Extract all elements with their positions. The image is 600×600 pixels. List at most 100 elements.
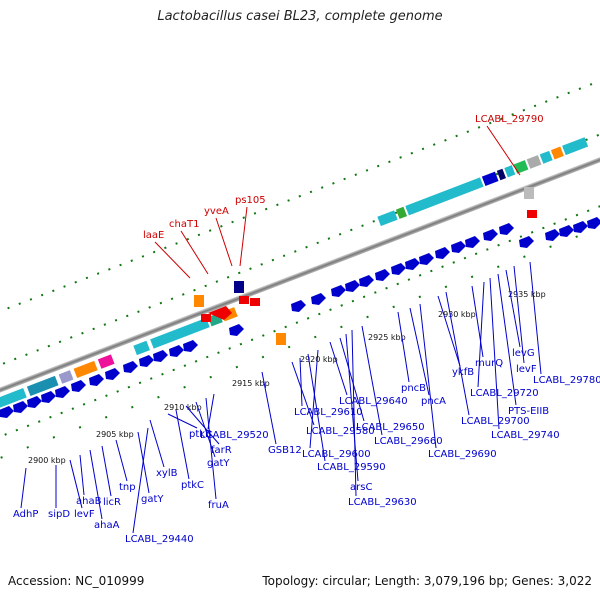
- gene-arrow-red[interactable]: [527, 210, 537, 218]
- gene-arrow[interactable]: [331, 285, 346, 297]
- gene-arrow[interactable]: [27, 396, 42, 408]
- gene-arrow-red[interactable]: [201, 314, 211, 322]
- gene-arrow-red[interactable]: [208, 306, 232, 320]
- gene-label: LCABL_29440: [125, 534, 194, 545]
- gene-arrow[interactable]: [435, 247, 450, 259]
- gene-arrow[interactable]: [375, 269, 390, 281]
- gene-label: LCABL_29610: [294, 407, 363, 418]
- gene-marker[interactable]: [234, 281, 244, 293]
- gene-label: murQ: [475, 358, 503, 369]
- gene-arrow-red[interactable]: [239, 296, 249, 304]
- gene-label: LCABL_29780: [533, 375, 600, 386]
- gene-label: LCABL_29600: [302, 449, 371, 460]
- scale-ticks: 2900 kbp 2905 kbp 2910 kbp 2915 kbp 2920 kbp…: [28, 290, 546, 465]
- gene-block[interactable]: [0, 388, 27, 412]
- gene-arrow-red[interactable]: [250, 298, 260, 306]
- gene-arrow[interactable]: [229, 324, 244, 336]
- gene-label: LCABL_29630: [348, 497, 417, 508]
- gene-label: pncA: [421, 396, 446, 407]
- label-leader-lines: [20, 125, 542, 534]
- gene-label-red: LCABL_29790: [475, 114, 544, 125]
- gene-block[interactable]: [550, 146, 564, 160]
- gene-arrow[interactable]: [55, 386, 70, 398]
- genome-backbone: [0, 118, 600, 431]
- gene-label: LCABL_29740: [491, 430, 560, 441]
- gene-block[interactable]: [539, 150, 553, 164]
- gene-label: PTS-EIIB: [508, 406, 549, 417]
- scale-tick-label: 2935 kbp: [508, 290, 546, 299]
- scale-tick-label: 2905 kbp: [96, 430, 134, 439]
- gene-block[interactable]: [377, 210, 398, 227]
- gene-block[interactable]: [496, 168, 506, 181]
- topology-text: Topology: circular; Length: 3,079,196 bp…: [262, 574, 592, 588]
- gene-arrow[interactable]: [391, 263, 406, 275]
- gene-label: licR: [103, 497, 121, 508]
- gene-arrow[interactable]: [139, 355, 154, 367]
- gene-arrow[interactable]: [89, 374, 104, 386]
- gene-arrow[interactable]: [519, 236, 534, 248]
- gene-block[interactable]: [150, 317, 210, 349]
- gene-marker[interactable]: [524, 187, 534, 199]
- gene-label: GSB12: [268, 445, 302, 456]
- gene-label: gatY: [207, 458, 230, 469]
- gene-arrow[interactable]: [183, 340, 198, 352]
- gene-label: LCABL_29640: [339, 396, 408, 407]
- gene-block[interactable]: [133, 340, 150, 356]
- gene-block[interactable]: [526, 155, 542, 169]
- gene-arrow[interactable]: [559, 225, 574, 237]
- gene-block[interactable]: [504, 165, 516, 178]
- gene-arrows: [0, 187, 600, 418]
- gene-arrow[interactable]: [545, 229, 560, 241]
- gene-block[interactable]: [562, 137, 589, 156]
- gene-arrow[interactable]: [291, 300, 306, 312]
- gene-label: fruA: [208, 500, 229, 511]
- gene-arrow[interactable]: [419, 253, 434, 265]
- outer-dotted-track: [0, 50, 600, 361]
- gene-marker[interactable]: [276, 333, 286, 345]
- gene-label-red: laaE: [143, 230, 164, 241]
- gene-arrow[interactable]: [311, 293, 326, 305]
- gene-arrow[interactable]: [405, 258, 420, 270]
- gene-block[interactable]: [58, 370, 74, 384]
- gene-arrow[interactable]: [359, 275, 374, 287]
- gene-arrow[interactable]: [105, 368, 120, 380]
- gene-arrow[interactable]: [587, 217, 600, 229]
- gene-arrow[interactable]: [483, 229, 498, 241]
- scale-tick-label: 2930 kbp: [438, 310, 476, 319]
- gene-arrow[interactable]: [71, 380, 86, 392]
- gene-label: LCABL_29660: [374, 436, 443, 447]
- gene-block[interactable]: [97, 354, 115, 369]
- gene-block[interactable]: [481, 171, 499, 186]
- gene-arrow[interactable]: [499, 223, 514, 235]
- gene-label-red: chaT1: [169, 219, 199, 230]
- gene-label: ahaA: [94, 520, 120, 531]
- gene-arrow[interactable]: [345, 280, 360, 292]
- gene-arrow[interactable]: [169, 345, 184, 357]
- gene-arrow[interactable]: [153, 350, 168, 362]
- gene-block[interactable]: [73, 360, 98, 379]
- gene-block[interactable]: [395, 206, 408, 219]
- gene-label: LCABL_29690: [428, 449, 497, 460]
- gene-block[interactable]: [26, 375, 59, 396]
- gene-arrow[interactable]: [13, 401, 28, 413]
- gene-block[interactable]: [513, 160, 529, 174]
- gene-arrow[interactable]: [123, 361, 138, 373]
- gene-label: LCABL_29650: [356, 422, 425, 433]
- gene-label: farR: [211, 445, 232, 456]
- gene-label: arsC: [350, 482, 372, 493]
- gene-arrow[interactable]: [41, 391, 56, 403]
- gene-label-red: ps105: [235, 195, 266, 206]
- gene-label: ahaB: [76, 496, 102, 507]
- scale-tick-label: 2900 kbp: [28, 456, 66, 465]
- gene-arrow[interactable]: [465, 236, 480, 248]
- gene-label: pncB: [401, 383, 426, 394]
- gene-arrow[interactable]: [573, 221, 588, 233]
- scale-tick-label: 2910 kbp: [164, 403, 202, 412]
- gene-block[interactable]: [405, 177, 484, 216]
- accession-text: Accession: NC_010999: [8, 574, 145, 588]
- gene-marker[interactable]: [194, 295, 204, 307]
- scale-tick-label: 2920 kbp: [300, 355, 338, 364]
- gene-arrow[interactable]: [451, 241, 466, 253]
- gene-arrow[interactable]: [0, 406, 14, 418]
